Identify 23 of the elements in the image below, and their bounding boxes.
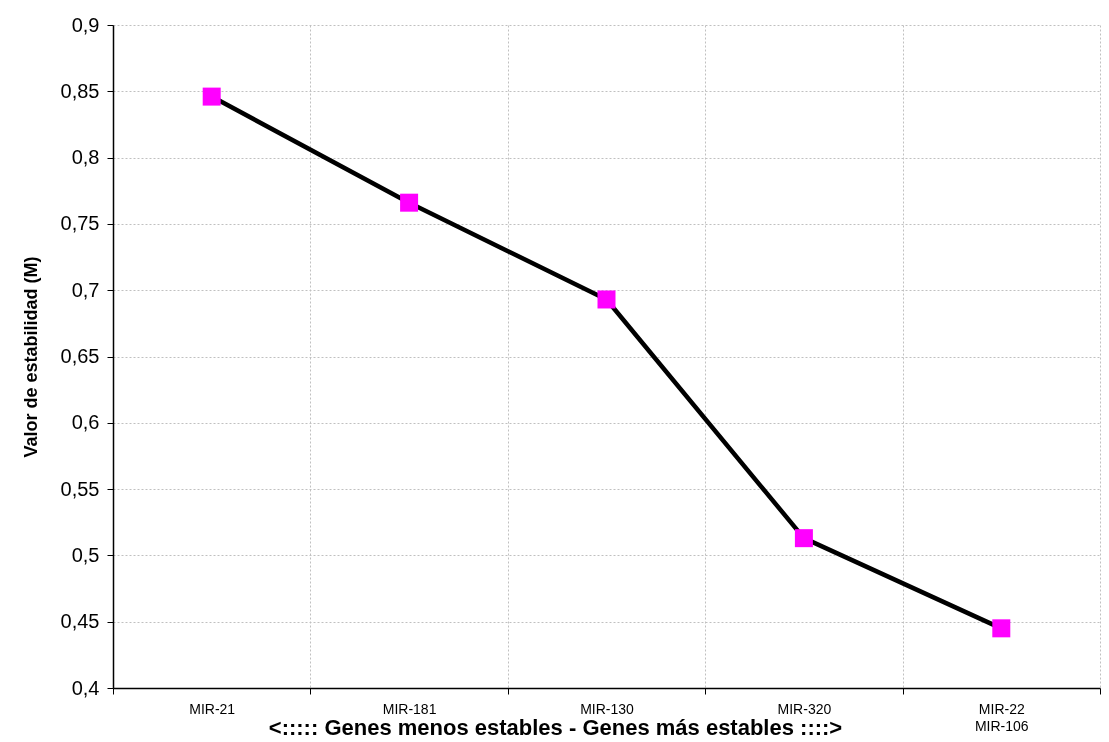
x-axis-title: <::::: Genes menos estables - Genes más estables ::::> <box>268 714 843 740</box>
x-tick-label: MIR-181 <box>382 700 437 717</box>
y-tick-label: 0,45 <box>60 610 100 633</box>
y-tick-label: 0,75 <box>60 212 100 235</box>
x-tick-label: MIR-130 <box>580 700 635 717</box>
y-tick-label: 0,4 <box>71 676 100 699</box>
point <box>597 290 616 309</box>
x-tick-label: MIR-21 <box>189 700 236 717</box>
x-tick-label: MIR-22 MIR-106 <box>974 700 1029 734</box>
y-axis-title: Valor de estabilidad (M) <box>20 256 41 458</box>
y-tick-label: 0,5 <box>71 543 100 566</box>
y-tick-label: 0,6 <box>71 411 100 434</box>
y-tick-label: 0,55 <box>60 477 100 500</box>
y-tick-label: 0,65 <box>60 345 100 367</box>
y-tick-label: 0,7 <box>71 278 100 301</box>
point <box>992 619 1011 638</box>
point <box>794 529 813 548</box>
y-tick-label: 0,85 <box>60 79 100 102</box>
point <box>400 193 419 212</box>
y-tick-label: 0,8 <box>71 146 100 169</box>
y-tick-label: 0,9 <box>71 13 100 36</box>
point <box>202 87 221 106</box>
x-tick-label: MIR-320 <box>777 700 832 717</box>
